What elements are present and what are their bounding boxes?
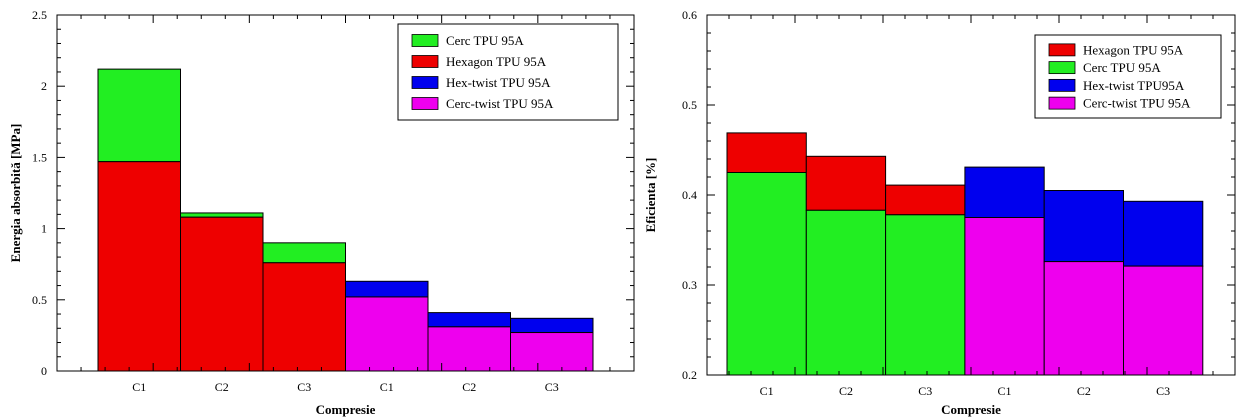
- bar-bottom-segment: [964, 217, 1045, 376]
- y-tick-label: 0.2: [682, 368, 697, 382]
- x-category-label: C3: [545, 380, 559, 394]
- bar-bottom-segment: [345, 296, 429, 372]
- y-tick-label: 0.3: [682, 278, 697, 292]
- bar-top-segment: [1043, 190, 1124, 263]
- bar-top-segment: [885, 184, 966, 216]
- energy-absorbed-chart: 0 0.5 1 1.5 2 2.5 C1 C2 C3 C1 C2 C3 Compresie Energia…: [8, 8, 635, 417]
- legend-label: Hexagon TPU 95A: [446, 54, 547, 69]
- legend: Cerc TPU 95A Hexagon TPU 95A Hex-twist TPU…: [397, 23, 619, 121]
- legend-swatch: [411, 97, 439, 110]
- y-tick-label: 0.6: [682, 8, 697, 22]
- bar-top-segment: [510, 317, 594, 334]
- legend: Hexagon TPU 95A Cerc TPU 95A Hex-twist TPU…: [1034, 34, 1222, 119]
- legend-label: Hexagon TPU 95A: [1083, 42, 1184, 57]
- legend-label: Cerc-twist TPU 95A: [1083, 96, 1191, 111]
- y-tick-label: 0.5: [32, 293, 47, 307]
- legend-swatch: [1048, 78, 1076, 92]
- bar-bottom-segment: [885, 214, 966, 376]
- legend-label: Hex-twist TPU95A: [1083, 78, 1185, 93]
- y-tick-label: 0: [41, 364, 47, 378]
- x-category-label: C3: [1156, 384, 1170, 398]
- x-category-label: C2: [839, 384, 853, 398]
- bar-top-segment: [262, 242, 346, 264]
- bar-top-segment: [726, 132, 807, 173]
- bar-top-segment: [805, 155, 887, 211]
- legend-swatch: [411, 55, 439, 68]
- x-category-label: C3: [918, 384, 932, 398]
- legend-label: Cerc TPU 95A: [1083, 60, 1161, 75]
- y-tick-label: 2.5: [32, 8, 47, 22]
- x-category-label: C2: [462, 380, 476, 394]
- y-tick-label: 1.5: [32, 150, 47, 164]
- bar-bottom-segment: [262, 262, 346, 372]
- bar-top-segment: [97, 68, 181, 163]
- y-axis-title: Energia absorbită [MPa]: [8, 124, 23, 263]
- bar-bottom-segment: [1043, 261, 1124, 376]
- bar-top-segment: [1123, 200, 1204, 267]
- y-tick-label: 0.4: [682, 188, 697, 202]
- legend-label: Hex-twist TPU 95A: [446, 75, 551, 90]
- x-category-label: C1: [132, 380, 146, 394]
- legend-swatch: [1048, 43, 1076, 57]
- legend-swatch: [1048, 61, 1076, 75]
- y-axis-title: Eficienta [%]: [643, 158, 658, 233]
- x-axis-title: Compresie: [941, 402, 1001, 417]
- x-axis-title: Compresie: [316, 402, 376, 417]
- legend-label: Cerc-twist TPU 95A: [446, 96, 554, 111]
- x-category-label: C2: [1077, 384, 1091, 398]
- legend-swatch: [411, 76, 439, 89]
- bar-bottom-segment: [97, 161, 181, 372]
- bar-bottom-segment: [726, 172, 807, 376]
- bar-bottom-segment: [427, 326, 511, 372]
- x-category-label: C2: [215, 380, 229, 394]
- legend-swatch: [411, 34, 439, 47]
- y-tick-label: 0.5: [682, 98, 697, 112]
- legend-swatch: [1048, 96, 1076, 110]
- legend-label: Cerc TPU 95A: [446, 33, 524, 48]
- bar-bottom-segment: [805, 209, 887, 376]
- bar-bottom-segment: [180, 216, 264, 372]
- x-category-label: C1: [998, 384, 1012, 398]
- x-category-label: C1: [380, 380, 394, 394]
- bar-bottom-segment: [1123, 265, 1204, 376]
- bar-top-segment: [964, 166, 1045, 219]
- bar-bottom-segment: [510, 332, 594, 372]
- efficiency-chart: 0.2 0.3 0.4 0.5 0.6 C1 C2 C3 C1 C2 C3 Compresie Efic…: [643, 8, 1236, 417]
- y-tick-label: 1: [41, 222, 47, 236]
- bar-top-segment: [427, 312, 511, 328]
- bar-top-segment: [180, 212, 264, 218]
- x-category-label: C1: [760, 384, 774, 398]
- x-category-label: C3: [297, 380, 311, 394]
- y-tick-label: 2: [41, 79, 47, 93]
- bar-top-segment: [345, 280, 429, 298]
